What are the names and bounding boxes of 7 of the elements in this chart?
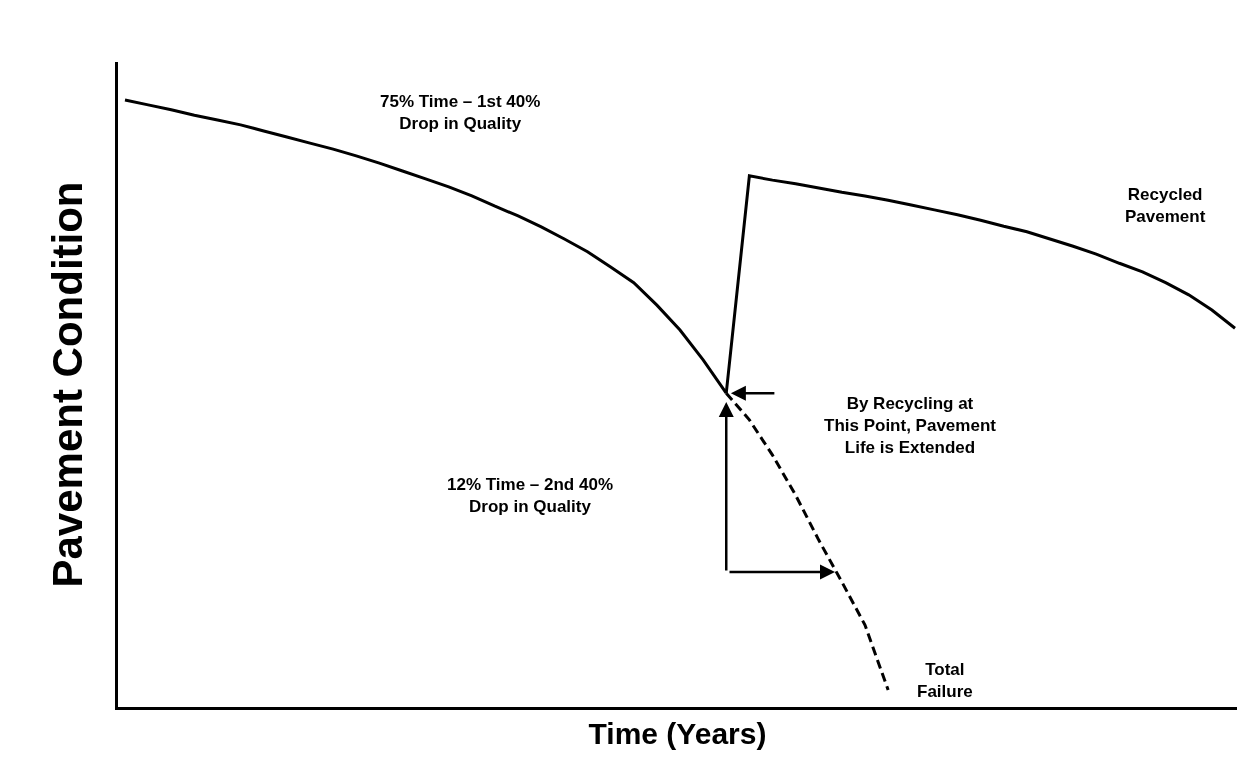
annotation: 12% Time – 2nd 40% Drop in Quality xyxy=(447,475,613,517)
y-axis-title: Pavement Condition xyxy=(43,181,91,588)
annotation: 75% Time – 1st 40% Drop in Quality xyxy=(380,92,541,134)
annotation: Total Failure xyxy=(917,660,973,702)
x-axis-title: Time (Years) xyxy=(588,716,767,750)
annotation: By Recycling at This Point, Pavement Life is Extended xyxy=(824,394,997,458)
annotation: Recycled Pavement xyxy=(1125,185,1206,227)
